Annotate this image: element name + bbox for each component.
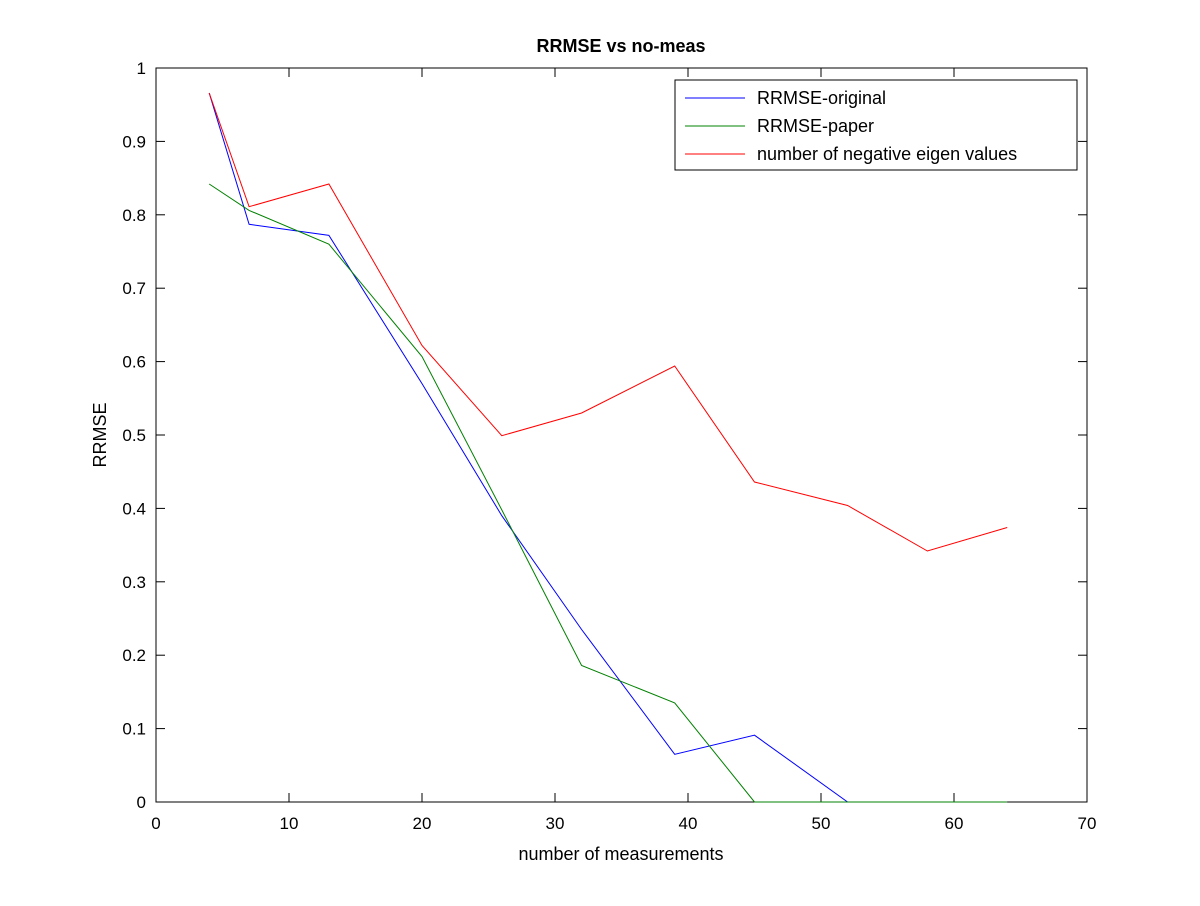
y-axis-label: RRMSE (90, 402, 110, 467)
x-tick-label: 70 (1078, 814, 1097, 833)
x-tick-label: 10 (280, 814, 299, 833)
x-tick-label: 60 (945, 814, 964, 833)
series-line-number-of-negative-eigen-values (208, 92, 1008, 552)
y-tick-label: 0.8 (122, 206, 146, 225)
y-tick-label: 0.9 (122, 132, 146, 151)
series-line-rrmse-paper (208, 183, 1008, 803)
y-tick-label: 0.6 (122, 353, 146, 372)
series-lines (208, 92, 1008, 803)
legend-label-rrmse-paper: RRMSE-paper (757, 116, 874, 136)
legend: RRMSE-original RRMSE-paper number of neg… (674, 79, 1078, 171)
chart-title: RRMSE vs no-meas (536, 36, 705, 56)
y-tick-label: 0.4 (122, 499, 146, 518)
x-axis-label: number of measurements (518, 844, 723, 864)
plot-area (155, 67, 1088, 803)
y-axis-ticks: 0 0.1 0.2 0.3 0.4 0.5 0.6 0.7 0.8 0.9 1 (122, 59, 1087, 812)
x-tick-label: 40 (679, 814, 698, 833)
legend-label-rrmse-original: RRMSE-original (757, 88, 886, 108)
x-tick-label: 0 (151, 814, 160, 833)
y-tick-label: 0.3 (122, 573, 146, 592)
y-tick-label: 0.7 (122, 279, 146, 298)
x-axis-ticks: 0 10 20 30 40 50 60 70 (151, 68, 1096, 833)
y-tick-label: 1 (137, 59, 146, 78)
legend-label-negative-eigen-values: number of negative eigen values (757, 144, 1017, 164)
x-tick-label: 20 (413, 814, 432, 833)
y-tick-label: 0.2 (122, 646, 146, 665)
y-tick-label: 0 (137, 793, 146, 812)
y-tick-label: 0.1 (122, 720, 146, 739)
x-tick-label: 50 (812, 814, 831, 833)
x-tick-label: 30 (546, 814, 565, 833)
y-tick-label: 0.5 (122, 426, 146, 445)
legend-box (674, 79, 1078, 171)
